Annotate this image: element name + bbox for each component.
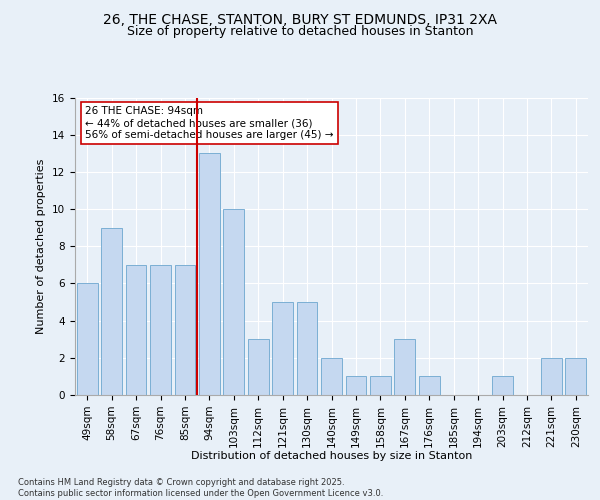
Bar (101, 228, 122, 395)
Text: Size of property relative to detached houses in Stanton: Size of property relative to detached ho… (127, 25, 473, 38)
Y-axis label: Number of detached properties: Number of detached properties (37, 158, 46, 334)
X-axis label: Distribution of detached houses by size in Stanton: Distribution of detached houses by size … (191, 451, 472, 461)
Bar (394, 339, 415, 395)
Bar (150, 265, 171, 395)
Bar (125, 265, 146, 395)
Bar (77, 284, 98, 395)
Bar (419, 376, 440, 395)
Bar (175, 265, 196, 395)
Text: 26, THE CHASE, STANTON, BURY ST EDMUNDS, IP31 2XA: 26, THE CHASE, STANTON, BURY ST EDMUNDS,… (103, 12, 497, 26)
Bar (248, 339, 269, 395)
Bar (223, 209, 244, 395)
Text: Contains HM Land Registry data © Crown copyright and database right 2025.
Contai: Contains HM Land Registry data © Crown c… (18, 478, 383, 498)
Bar (272, 302, 293, 395)
Text: 26 THE CHASE: 94sqm
← 44% of detached houses are smaller (36)
56% of semi-detach: 26 THE CHASE: 94sqm ← 44% of detached ho… (85, 106, 334, 140)
Bar (370, 376, 391, 395)
Bar (296, 302, 317, 395)
Bar (199, 154, 220, 395)
Bar (346, 376, 367, 395)
Bar (321, 358, 342, 395)
Bar (565, 358, 586, 395)
Bar (541, 358, 562, 395)
Bar (492, 376, 513, 395)
